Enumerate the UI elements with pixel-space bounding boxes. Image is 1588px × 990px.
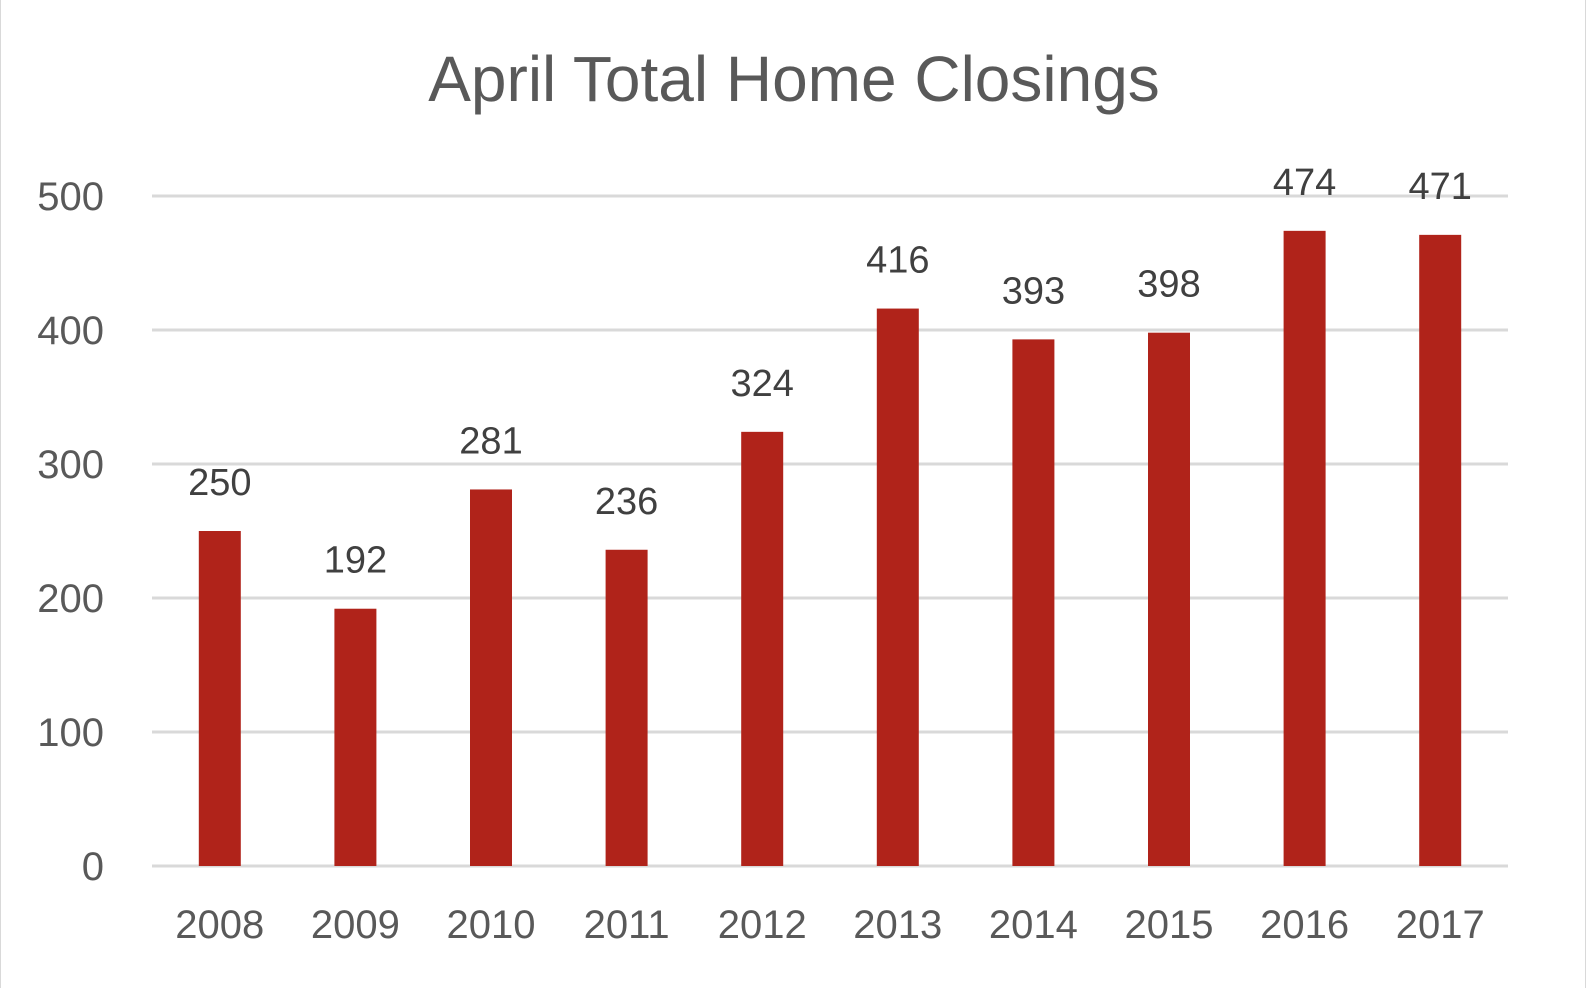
y-tick-label: 500 bbox=[37, 175, 104, 219]
data-label-2014: 393 bbox=[1002, 270, 1065, 312]
data-label-2017: 471 bbox=[1408, 166, 1471, 208]
bar-2014 bbox=[1012, 339, 1055, 866]
data-label-2015: 398 bbox=[1137, 264, 1200, 306]
x-tick-label-2012: 2012 bbox=[718, 903, 807, 947]
data-label-2009: 192 bbox=[324, 540, 387, 582]
gridlines bbox=[152, 194, 1508, 868]
data-labels: 250 192 281 236 324 416 393 398 474 471 bbox=[188, 162, 1472, 582]
data-label-2010: 281 bbox=[459, 420, 522, 462]
x-tick-label-2013: 2013 bbox=[853, 903, 942, 947]
x-tick-label-2008: 2008 bbox=[175, 903, 264, 947]
x-tick-label-2009: 2009 bbox=[311, 903, 400, 947]
bar-2013 bbox=[876, 308, 919, 866]
bar-2016 bbox=[1283, 230, 1326, 867]
data-label-2008: 250 bbox=[188, 462, 251, 504]
x-tick-label-2015: 2015 bbox=[1125, 903, 1214, 947]
y-tick-label: 0 bbox=[82, 845, 104, 889]
y-tick-label: 400 bbox=[37, 309, 104, 353]
chart-title: April Total Home Closings bbox=[428, 43, 1160, 115]
bar-2017 bbox=[1419, 234, 1462, 867]
x-tick-label-2014: 2014 bbox=[989, 903, 1078, 947]
y-tick-label: 300 bbox=[37, 443, 104, 487]
y-tick-label: 100 bbox=[37, 711, 104, 755]
bar-2011 bbox=[605, 549, 648, 866]
data-label-2012: 324 bbox=[730, 363, 793, 405]
bars bbox=[198, 230, 1462, 867]
data-label-2016: 474 bbox=[1273, 162, 1336, 204]
bar-2015 bbox=[1148, 332, 1190, 866]
x-tick-label-2011: 2011 bbox=[584, 903, 670, 947]
data-label-2013: 416 bbox=[866, 240, 929, 282]
bar-2009 bbox=[334, 608, 377, 866]
x-tick-label-2017: 2017 bbox=[1396, 903, 1485, 947]
x-axis-ticks: 2008 2009 2010 2011 2012 2013 2014 2015 2016 2017 bbox=[175, 903, 1484, 947]
data-label-2011: 236 bbox=[595, 481, 658, 523]
bar-2008 bbox=[198, 531, 241, 866]
bar-2012 bbox=[741, 431, 784, 866]
y-tick-label: 200 bbox=[37, 577, 104, 621]
x-tick-label-2010: 2010 bbox=[447, 903, 536, 947]
x-tick-label-2016: 2016 bbox=[1260, 903, 1349, 947]
y-axis-ticks: 0 100 200 300 400 500 bbox=[37, 175, 104, 889]
bar-2010 bbox=[470, 489, 512, 866]
